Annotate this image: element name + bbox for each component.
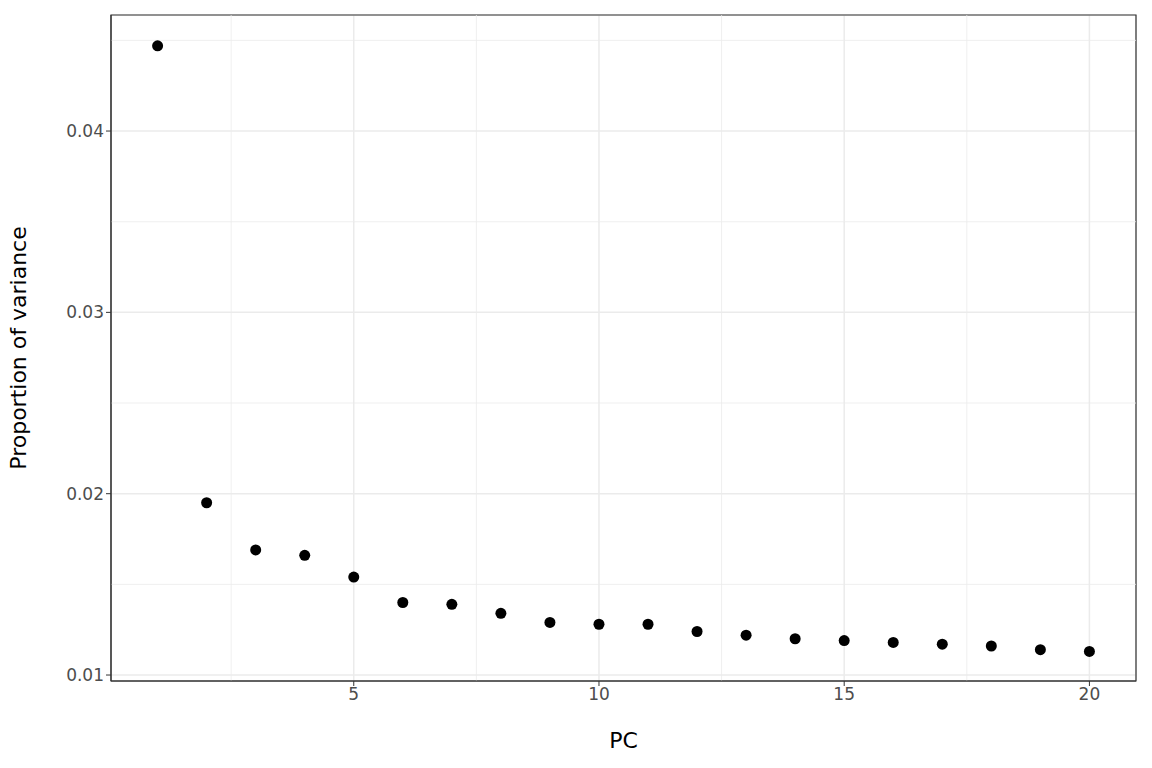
svg-text:10: 10 [588, 684, 610, 704]
svg-text:5: 5 [348, 684, 359, 704]
svg-text:0.01: 0.01 [66, 665, 104, 685]
svg-text:0.02: 0.02 [66, 484, 104, 504]
svg-text:20: 20 [1079, 684, 1101, 704]
svg-text:15: 15 [833, 684, 855, 704]
svg-text:0.04: 0.04 [66, 121, 104, 141]
svg-text:0.03: 0.03 [66, 302, 104, 322]
svg-text:PC: PC [609, 728, 638, 753]
svg-text:Proportion of variance: Proportion of variance [8, 226, 31, 469]
